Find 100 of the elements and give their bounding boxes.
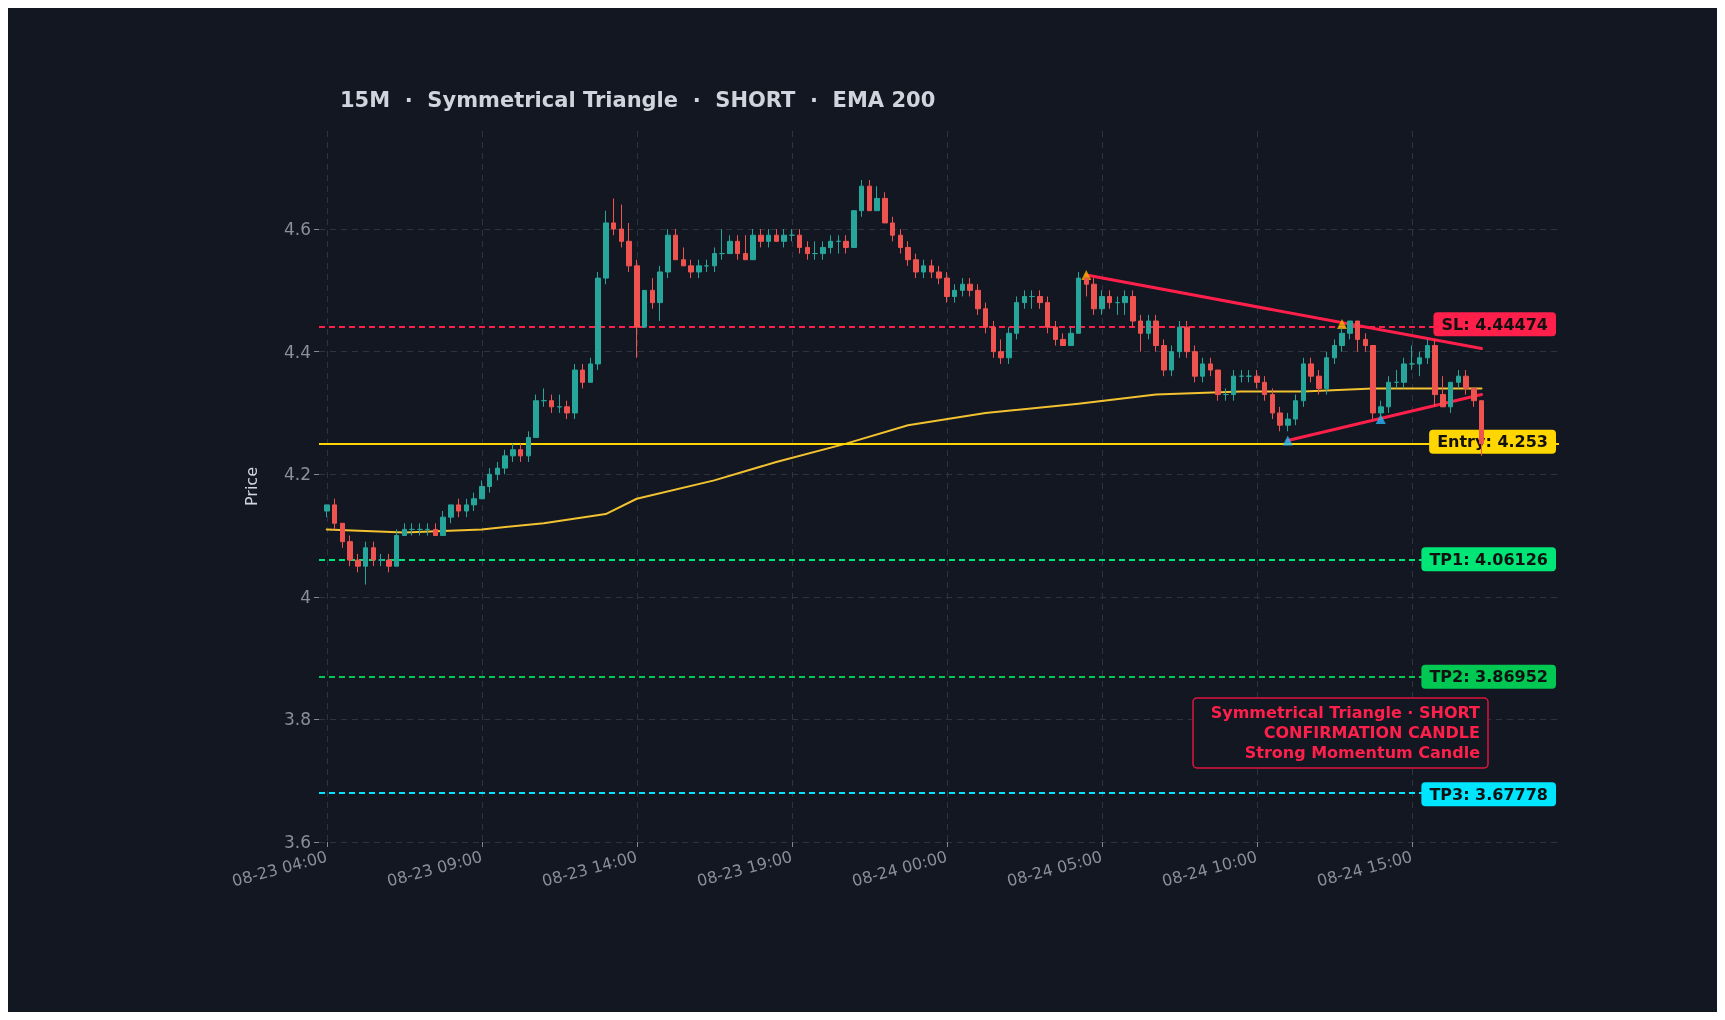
candlestick xyxy=(1060,332,1066,347)
candlestick xyxy=(1401,357,1407,389)
x-tick-label: 08-24 15:00 xyxy=(1314,846,1415,891)
y-tick-label: 4.2 xyxy=(283,464,311,485)
candlestick xyxy=(1022,289,1027,310)
candlestick xyxy=(1254,369,1260,389)
x-tick-label: 08-23 14:00 xyxy=(539,846,640,891)
candlestick xyxy=(1130,289,1136,328)
candlestick xyxy=(1440,375,1446,408)
candlestick xyxy=(595,271,601,371)
x-tick-label: 08-24 10:00 xyxy=(1159,846,1260,891)
candlestick xyxy=(557,394,562,414)
ref-line-label: TP2: 3.86952 xyxy=(1429,667,1548,687)
candlestick xyxy=(797,228,802,255)
candlestick xyxy=(371,541,376,567)
y-tick-label: 4.6 xyxy=(283,219,311,240)
candlestick xyxy=(1285,412,1291,432)
candlestick xyxy=(665,228,671,279)
candlestick xyxy=(743,234,748,261)
candlestick xyxy=(409,522,415,537)
candlestick xyxy=(495,461,500,481)
candlestick xyxy=(1045,295,1050,334)
candlestick xyxy=(433,522,438,537)
candlestick xyxy=(944,271,950,304)
candlestick xyxy=(859,179,864,218)
candlestick xyxy=(650,277,655,310)
x-tick-label: 08-24 00:00 xyxy=(849,846,950,891)
candlestick xyxy=(1184,320,1190,359)
candlestick xyxy=(913,253,919,279)
candlestick xyxy=(440,510,446,537)
annotation: Strong Momentum Candle xyxy=(1244,742,1481,762)
candlestick xyxy=(1161,338,1167,377)
candlestick xyxy=(363,541,368,586)
candlestick xyxy=(688,259,694,279)
candlestick xyxy=(735,234,740,261)
candlestick xyxy=(417,522,423,537)
candlestick xyxy=(681,246,686,267)
chart-title: 15M · Symmetrical Triangle · SHORT · EMA 200 xyxy=(340,87,936,112)
candlestick xyxy=(340,522,345,549)
candlestick xyxy=(952,283,957,304)
candlestick xyxy=(1006,326,1012,365)
candlestick xyxy=(510,443,516,463)
y-tick-label: 4.4 xyxy=(283,341,311,362)
candlestick xyxy=(1091,277,1097,316)
candlestick xyxy=(564,400,570,420)
candlestick xyxy=(1122,289,1128,316)
candlestick xyxy=(820,240,826,261)
candlestick xyxy=(425,522,430,537)
candlestick xyxy=(1394,369,1399,389)
candlestick xyxy=(890,216,895,242)
candlestick xyxy=(719,228,725,261)
candlestick xyxy=(781,228,787,248)
candlestick xyxy=(549,394,554,414)
candlestick xyxy=(386,553,392,573)
candlestick xyxy=(1223,387,1229,402)
candlestick xyxy=(998,338,1004,365)
candlestick xyxy=(1432,338,1438,408)
candlestick xyxy=(642,289,647,328)
candlestick xyxy=(727,234,733,255)
candlestick xyxy=(750,228,756,261)
candlestick xyxy=(704,259,709,273)
candlestick xyxy=(867,179,872,212)
candlestick xyxy=(1107,289,1112,310)
candlestick xyxy=(1053,320,1058,347)
candlestick xyxy=(1355,320,1360,353)
candlestick xyxy=(929,259,934,279)
candlestick xyxy=(479,479,485,500)
candlestick xyxy=(1177,320,1182,359)
candlestick xyxy=(347,535,353,567)
candlestick xyxy=(905,240,911,267)
candlestick xyxy=(1138,314,1143,353)
candlestick xyxy=(1270,387,1275,420)
candlestick xyxy=(332,498,337,530)
candlestick xyxy=(611,197,616,236)
candlestick xyxy=(805,240,810,261)
candlestick xyxy=(518,443,523,463)
candlestick xyxy=(975,283,981,316)
candlestick xyxy=(572,363,578,420)
x-tick-label: 08-23 19:00 xyxy=(694,846,795,891)
candlestick xyxy=(1169,345,1174,377)
candlestick xyxy=(487,467,492,494)
candlestick xyxy=(657,265,663,322)
candlestick xyxy=(402,522,407,537)
x-tick-label: 08-24 05:00 xyxy=(1004,846,1105,891)
candlestick xyxy=(1316,369,1322,396)
candlestick xyxy=(1471,387,1477,408)
candlestick xyxy=(1456,369,1461,389)
candlestick xyxy=(502,449,508,475)
candlestick xyxy=(766,228,771,248)
candlestick xyxy=(1215,369,1221,402)
candlestick xyxy=(828,234,833,255)
candlestick xyxy=(1332,338,1337,365)
candlestick xyxy=(533,394,539,438)
candlestick xyxy=(541,387,547,408)
annotation: CONFIRMATION CANDLE xyxy=(1263,722,1480,742)
candlestick xyxy=(626,222,632,273)
candlestick xyxy=(1386,375,1391,414)
candlestick xyxy=(456,498,461,518)
candlestick xyxy=(1076,271,1081,334)
candlestick xyxy=(712,246,717,273)
